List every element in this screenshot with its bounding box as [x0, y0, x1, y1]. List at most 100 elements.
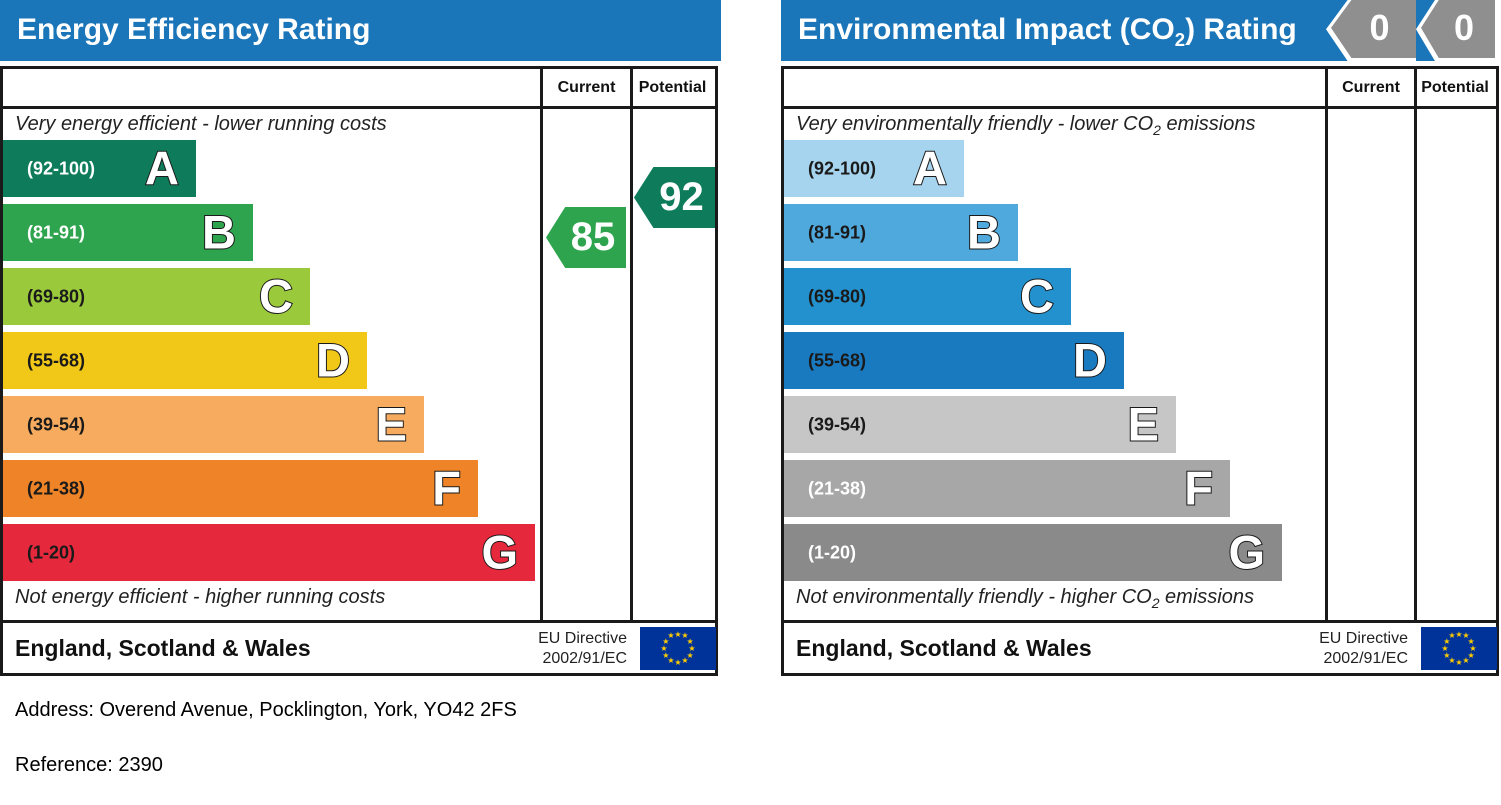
- band-range-label: (69-80): [808, 286, 867, 306]
- title-text-post: ) Rating: [1185, 13, 1297, 46]
- band-range-label: (69-80): [27, 286, 86, 306]
- potential-column-header: Potential: [638, 79, 707, 96]
- band-range-label: (39-54): [27, 414, 86, 434]
- eu-directive-label: EU Directive 2002/91/EC: [538, 630, 627, 667]
- eu-star: ★: [674, 629, 682, 639]
- eu-flag-icon: ★ ★ ★ ★ ★ ★ ★ ★ ★ ★ ★ ★: [640, 627, 716, 670]
- eu-star: ★: [1467, 650, 1475, 660]
- band-d: (55-68) D: [3, 332, 367, 389]
- band-b: (81-91) B: [784, 204, 1018, 261]
- band-letter: G: [1227, 524, 1266, 579]
- band-range-label: (55-68): [27, 350, 86, 370]
- column-divider: [540, 69, 543, 620]
- energy-chart-title: Energy Efficiency Rating: [0, 0, 721, 61]
- band-letter: B: [966, 204, 1002, 259]
- band-letter: A: [912, 140, 948, 195]
- row-divider: [784, 106, 1496, 109]
- eu-star: ★: [688, 643, 696, 653]
- environmental-impact-chart: Environmental Impact (CO2) Rating 0 0 Cu…: [781, 0, 1501, 676]
- band-e: (39-54) E: [784, 396, 1176, 453]
- eu-star: ★: [1467, 636, 1475, 646]
- band-f: (21-38) F: [3, 460, 478, 517]
- band-b: (81-91) B: [3, 204, 253, 261]
- band-a: (92-100) A: [784, 140, 964, 197]
- eu-star: ★: [686, 636, 694, 646]
- band-d: (55-68) D: [784, 332, 1124, 389]
- title-subscript: 2: [1174, 29, 1186, 50]
- band-range-label: (21-38): [808, 478, 867, 498]
- eu-star: ★: [1448, 655, 1456, 665]
- band-letter: D: [315, 332, 351, 387]
- band-range-label: (1-20): [27, 542, 76, 562]
- band-c: (69-80) C: [3, 268, 310, 325]
- band-g: (1-20) G: [3, 524, 535, 581]
- band-range-label: (39-54): [808, 414, 867, 434]
- row-divider: [3, 106, 715, 109]
- band-letter: F: [1183, 460, 1214, 515]
- eu-star: ★: [1443, 636, 1451, 646]
- row-divider: [3, 620, 715, 623]
- eu-star: ★: [1455, 629, 1463, 639]
- eu-star: ★: [1469, 643, 1477, 653]
- eu-flag-icon: ★ ★ ★ ★ ★ ★ ★ ★ ★ ★ ★ ★: [1421, 627, 1497, 670]
- eu-star: ★: [667, 631, 675, 641]
- environmental-chart-table: Current Potential Very environmentally f…: [781, 66, 1499, 676]
- eu-star: ★: [681, 655, 689, 665]
- bottom-caption: Not environmentally friendly - higher CO…: [796, 586, 1254, 611]
- eu-star: ★: [1462, 655, 1470, 665]
- eu-star: ★: [674, 657, 682, 667]
- column-divider: [630, 69, 633, 620]
- eu-star: ★: [662, 650, 670, 660]
- current-rating-arrow: 85: [546, 207, 626, 268]
- title-text: Energy Efficiency Rating: [17, 13, 371, 46]
- band-letter: E: [375, 396, 408, 451]
- band-letter: D: [1072, 332, 1108, 387]
- band-letter: E: [1127, 396, 1160, 451]
- eu-star: ★: [1462, 631, 1470, 641]
- band-range-label: (92-100): [27, 158, 96, 178]
- energy-chart-table: Current Potential Very energy efficient …: [0, 66, 718, 676]
- potential-zero-badge: 0: [1416, 0, 1495, 61]
- band-c: (69-80) C: [784, 268, 1071, 325]
- band-letter: A: [144, 140, 180, 195]
- band-range-label: (81-91): [27, 222, 86, 242]
- eu-star: ★: [681, 631, 689, 641]
- eu-star: ★: [686, 650, 694, 660]
- top-caption: Very environmentally friendly - lower CO…: [796, 113, 1256, 138]
- band-letter: B: [201, 204, 237, 259]
- reference-line: Reference: 2390: [15, 754, 163, 776]
- current-column-header: Current: [557, 79, 616, 96]
- region-label: England, Scotland & Wales: [796, 635, 1092, 661]
- band-range-label: (21-38): [27, 478, 86, 498]
- row-divider: [784, 620, 1496, 623]
- band-letter: C: [258, 268, 294, 323]
- potential-rating-arrow: 92: [634, 167, 715, 228]
- title-text: Environmental Impact (CO: [798, 13, 1175, 46]
- band-range-label: (92-100): [808, 158, 877, 178]
- potential-column-header: Potential: [1421, 79, 1489, 96]
- band-range-label: (55-68): [808, 350, 867, 370]
- eu-star: ★: [1441, 643, 1449, 653]
- energy-efficiency-chart: Energy Efficiency Rating Current Potenti…: [0, 0, 721, 676]
- band-a: (92-100) A: [3, 140, 196, 197]
- band-range-label: (1-20): [808, 542, 857, 562]
- eu-star: ★: [1455, 657, 1463, 667]
- band-letter: G: [480, 524, 519, 579]
- eu-star: ★: [667, 655, 675, 665]
- region-label: England, Scotland & Wales: [15, 635, 311, 661]
- top-caption: Very energy efficient - lower running co…: [15, 113, 387, 135]
- bottom-caption: Not energy efficient - higher running co…: [15, 586, 386, 608]
- band-e: (39-54) E: [3, 396, 424, 453]
- band-range-label: (81-91): [808, 222, 867, 242]
- band-g: (1-20) G: [784, 524, 1282, 581]
- band-f: (21-38) F: [784, 460, 1230, 517]
- current-zero-badge: 0: [1326, 0, 1416, 61]
- column-divider: [1414, 69, 1417, 620]
- band-letter: C: [1019, 268, 1055, 323]
- eu-star: ★: [1448, 631, 1456, 641]
- eu-star: ★: [1443, 650, 1451, 660]
- address-line: Address: Overend Avenue, Pocklington, Yo…: [15, 699, 517, 721]
- eu-star: ★: [662, 636, 670, 646]
- band-letter: F: [431, 460, 462, 515]
- eu-star: ★: [660, 643, 668, 653]
